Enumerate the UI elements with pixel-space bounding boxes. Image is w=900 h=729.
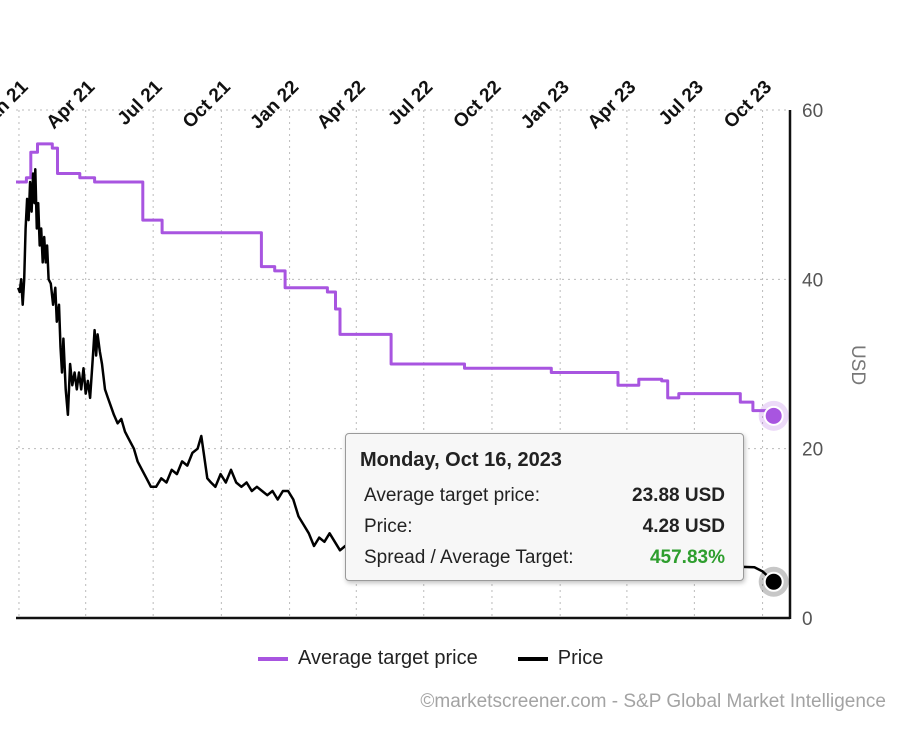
legend-swatch-price [517, 656, 548, 661]
x-tick-label: Oct 23 [720, 77, 776, 133]
tooltip-date: Monday, Oct 16, 2023 [360, 449, 562, 471]
tooltip-row-spread: Spread / Average Target: 457.83% [360, 542, 725, 573]
series [16, 142, 776, 583]
x-tick-label: Apr 21 [43, 76, 100, 133]
markers [758, 400, 789, 597]
y-tick-label: 20 [802, 440, 823, 461]
legend-item-target[interactable]: Average target price [258, 647, 478, 670]
x-tick-label: Jul 21 [114, 76, 167, 129]
tooltip-row-target: Average target price: 23.88 USD [360, 480, 725, 511]
series-line-target [16, 142, 776, 416]
x-tick-label: Jan 21 [0, 76, 33, 133]
legend-item-price[interactable]: Price [517, 647, 604, 670]
x-tick-label: Apr 22 [313, 77, 370, 134]
tooltip-value: 4.28 USD [642, 516, 725, 537]
y-axis-ticks: 0 20 40 60 [802, 101, 823, 630]
x-tick-label: Jan 23 [517, 77, 574, 134]
legend: Average target price Price [258, 647, 603, 670]
x-tick-label: Jan 22 [246, 77, 303, 134]
x-tick-label: Jul 23 [655, 77, 708, 130]
tooltip-label: Average target price: [364, 485, 541, 506]
y-tick-label: 40 [802, 270, 823, 291]
x-tick-label: Oct 22 [450, 77, 506, 133]
y-tick-label: 0 [802, 609, 813, 630]
x-tick-label: Oct 21 [179, 76, 235, 132]
marker-price-last [763, 571, 784, 592]
x-tick-label: Apr 23 [584, 77, 641, 134]
tooltip: Monday, Oct 16, 2023 Average target pric… [345, 433, 744, 581]
y-tick-label: 60 [802, 101, 823, 122]
tooltip-value: 457.83% [649, 547, 725, 568]
tooltip-row-price: Price: 4.28 USD [360, 511, 725, 542]
tooltip-value: 23.88 USD [632, 485, 725, 506]
x-tick-label: Jul 22 [384, 77, 437, 130]
x-axis-ticks: Jan 21 Apr 21 Jul 21 Oct 21 Jan 22 Apr 22 Jul … [0, 76, 776, 133]
source-credit: ©marketscreener.com - S&P Global Market … [420, 691, 886, 712]
marker-target-last [763, 405, 784, 426]
legend-swatch-target [258, 656, 288, 661]
tooltip-label: Price: [364, 516, 413, 537]
series-line-price [17, 168, 775, 583]
legend-label: Price [557, 647, 604, 669]
tooltip-label: Spread / Average Target: [364, 547, 574, 568]
legend-label: Average target price [298, 647, 478, 669]
y-axis-label: USD [847, 345, 868, 385]
